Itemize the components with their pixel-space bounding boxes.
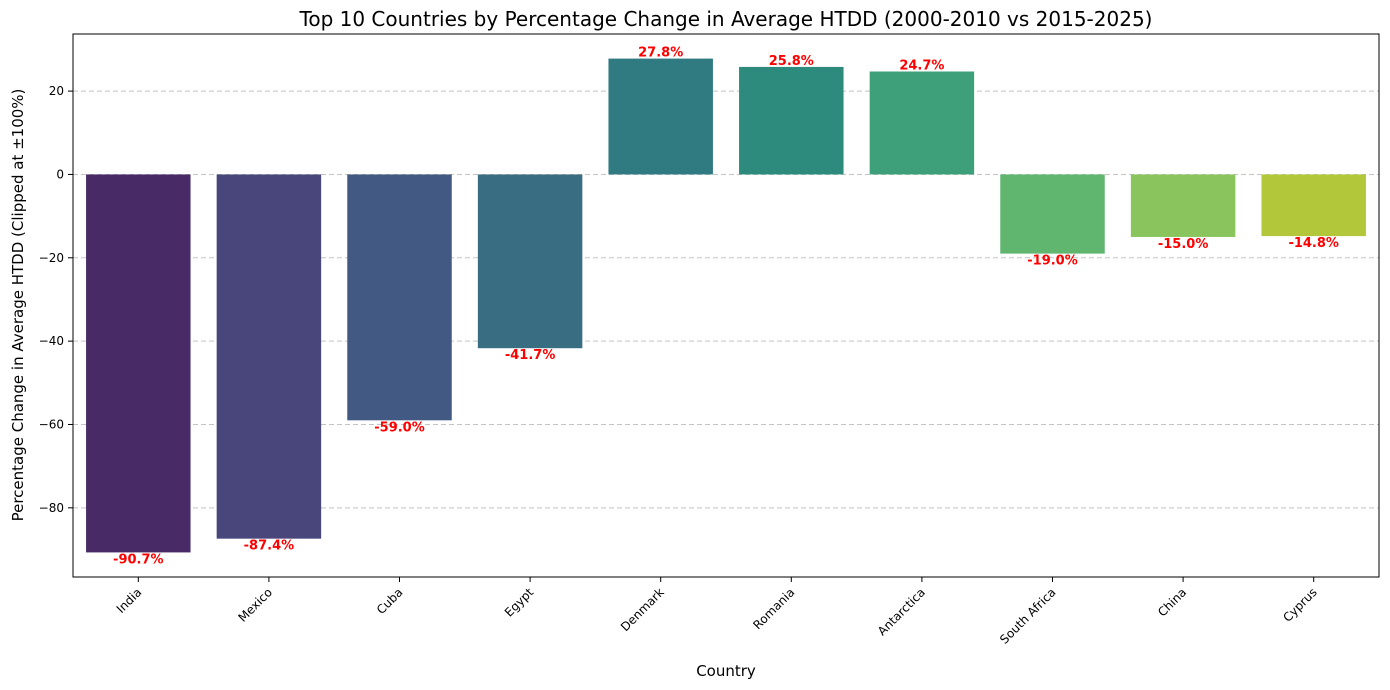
data-labels: -90.7% -87.4% -59.0% -41.7% 27.8% 25.8% 24.7% -… (113, 46, 1339, 568)
x-tick-label: India (114, 585, 145, 616)
bar (739, 66, 844, 175)
x-tick-label: South Africa (997, 585, 1058, 646)
data-label: -59.0% (374, 420, 425, 435)
data-label: -15.0% (1158, 237, 1209, 252)
x-tick-label: Mexico (235, 585, 275, 625)
y-tick-label: 0 (56, 167, 64, 181)
data-label: -41.7% (505, 348, 556, 363)
x-tick-label: Cuba (374, 585, 406, 617)
plot-frame (72, 33, 1380, 578)
bar (216, 174, 322, 539)
y-axis: 20 0 −20 −40 −60 −80 (39, 84, 73, 515)
data-label: -90.7% (113, 552, 164, 567)
x-tick-label: Romania (750, 585, 797, 632)
chart-title: Top 10 Countries by Percentage Change in… (299, 7, 1153, 31)
bar (1261, 174, 1366, 237)
data-label: -19.0% (1027, 254, 1078, 269)
bar (347, 174, 452, 421)
x-tick-label: Denmark (618, 585, 667, 634)
data-label: 25.8% (769, 54, 814, 69)
data-label: -14.8% (1288, 236, 1339, 251)
bar (1000, 174, 1105, 254)
y-tick-label: −80 (39, 501, 64, 515)
y-axis-title: Percentage Change in Average HTDD (Clipp… (9, 89, 27, 522)
bar (608, 58, 713, 175)
bars (86, 58, 1366, 553)
bar (86, 174, 191, 553)
bar (477, 174, 583, 349)
x-tick-label: China (1155, 585, 1189, 619)
y-tick-label: −60 (39, 417, 64, 431)
x-tick-label: Egypt (502, 585, 537, 620)
x-axis-title: Country (696, 662, 756, 680)
bar (869, 71, 975, 175)
y-tick-label: 20 (49, 84, 64, 98)
y-tick-label: −40 (39, 334, 64, 348)
y-tick-label: −20 (39, 251, 64, 265)
x-tick-label: Antarctica (875, 585, 928, 638)
bar (1130, 174, 1236, 237)
data-label: -87.4% (244, 539, 295, 554)
x-axis: India Mexico Cuba Egypt Denmark Romania Antarc… (114, 577, 1320, 647)
x-tick-label: Cyprus (1280, 585, 1320, 625)
data-label: 27.8% (638, 46, 683, 61)
data-label: 24.7% (899, 59, 944, 74)
